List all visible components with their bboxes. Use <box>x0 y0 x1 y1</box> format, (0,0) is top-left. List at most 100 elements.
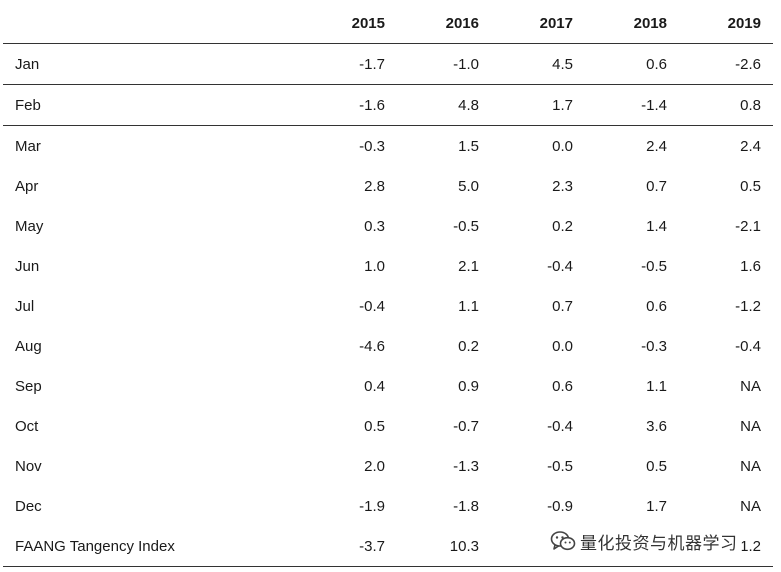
year-header-2015: 2015 <box>303 3 397 44</box>
value-cell-2015: -1.9 <box>359 497 385 515</box>
value-cell-2015: -1.6 <box>303 84 397 126</box>
row-label: May <box>15 217 44 235</box>
table-row: Aug -4.6 0.2 0.0 -0.3 -0.4 <box>3 326 773 366</box>
value-cell-2016: 0.2 <box>458 337 479 355</box>
row-label: Dec <box>15 497 42 515</box>
value-cell-2019: -2.1 <box>735 217 761 235</box>
year-header-2018: 2018 <box>585 3 679 44</box>
row-label: Oct <box>15 417 39 435</box>
value-cell-2017: -0.9 <box>547 497 573 515</box>
value-cell-2019: NA <box>740 497 761 515</box>
value-cell-2017: 0.2 <box>552 217 573 235</box>
row-label: Jul <box>15 297 35 315</box>
table-row: Sep 0.4 0.9 0.6 1.1 NA <box>3 366 773 406</box>
row-label: FAANG Tangency Index <box>3 526 303 567</box>
value-cell-2015: -1.7 <box>303 43 397 85</box>
returns-table-container: 2015 2016 2017 2018 2019 Jan -1.7 -1.0 4.5 0… <box>3 3 773 567</box>
value-cell-2016: 10.3 <box>397 526 491 567</box>
value-cell-2019: 0.8 <box>679 84 773 126</box>
value-cell-2016: -0.7 <box>453 417 479 435</box>
monthly-returns-table: 2015 2016 2017 2018 2019 Jan -1.7 -1.0 4.5 0… <box>3 3 773 567</box>
value-cell-2018: 0.7 <box>646 177 667 195</box>
row-label: Jan <box>3 43 303 85</box>
value-cell-2015: 2.0 <box>364 457 385 475</box>
value-cell-2019: 0.5 <box>740 177 761 195</box>
value-cell-2016: -1.0 <box>397 43 491 85</box>
row-label: Jun <box>15 257 40 275</box>
value-cell-2015: 0.3 <box>364 217 385 235</box>
value-cell-2016: 2.1 <box>458 257 479 275</box>
value-cell-2018: -1.4 <box>585 84 679 126</box>
table-row: Mar -0.3 1.5 0.0 2.4 2.4 <box>3 125 773 166</box>
value-cell-2016: 4.8 <box>397 84 491 126</box>
table-row: Oct 0.5 -0.7 -0.4 3.6 NA <box>3 406 773 446</box>
table-row: Feb -1.6 4.8 1.7 -1.4 0.8 <box>3 84 773 126</box>
value-cell-2017: 0.0 <box>552 337 573 355</box>
table-row: Jun 1.0 2.1 -0.4 -0.5 1.6 <box>3 246 773 286</box>
value-cell-2016: -0.5 <box>453 217 479 235</box>
table-row: Apr 2.8 5.0 2.3 0.7 0.5 <box>3 166 773 206</box>
table-row: Dec -1.9 -1.8 -0.9 1.7 NA <box>3 486 773 526</box>
value-cell-2019: -1.2 <box>735 297 761 315</box>
table-row: Jan -1.7 -1.0 4.5 0.6 -2.6 <box>3 43 773 85</box>
watermark-text: 量化投资与机器学习 <box>580 533 738 554</box>
table-row: Nov 2.0 -1.3 -0.5 0.5 NA <box>3 446 773 486</box>
wechat-logo-icon <box>550 531 576 551</box>
value-cell-2017: 1.7 <box>491 84 585 126</box>
value-cell-2017: 0.6 <box>552 377 573 395</box>
wechat-watermark: 量化投资与机器学习 <box>546 526 742 556</box>
value-cell-2018: 1.7 <box>646 497 667 515</box>
value-cell-2018: 0.6 <box>646 297 667 315</box>
value-cell-2015: 0.5 <box>364 417 385 435</box>
table-row: May 0.3 -0.5 0.2 1.4 -2.1 <box>3 206 773 246</box>
table-body: Jan -1.7 -1.0 4.5 0.6 -2.6 Feb -1.6 4.8 1.7 -1.4 0.… <box>3 43 773 567</box>
value-cell-2015: -0.3 <box>303 125 397 166</box>
value-cell-2015: -0.4 <box>359 297 385 315</box>
row-label: Nov <box>15 457 42 475</box>
row-label: Aug <box>15 337 42 355</box>
value-cell-2018: 1.1 <box>646 377 667 395</box>
value-cell-2018: 2.4 <box>585 125 679 166</box>
value-cell-2016: 0.9 <box>458 377 479 395</box>
value-cell-2019: -0.4 <box>735 337 761 355</box>
value-cell-2016: -1.3 <box>453 457 479 475</box>
value-cell-2017: -0.5 <box>547 457 573 475</box>
year-header-2017: 2017 <box>491 3 585 44</box>
value-cell-2018: 3.6 <box>646 417 667 435</box>
value-cell-2019: NA <box>740 377 761 395</box>
value-cell-2018: 1.4 <box>646 217 667 235</box>
value-cell-2015: 2.8 <box>364 177 385 195</box>
row-label: Mar <box>3 125 303 166</box>
year-header-2016: 2016 <box>397 3 491 44</box>
value-cell-2017: 4.5 <box>491 43 585 85</box>
value-cell-2016: 1.5 <box>397 125 491 166</box>
value-cell-2015: 0.4 <box>364 377 385 395</box>
value-cell-2016: 5.0 <box>458 177 479 195</box>
value-cell-2015: -4.6 <box>359 337 385 355</box>
year-header-2019: 2019 <box>679 3 773 44</box>
table-header-row: 2015 2016 2017 2018 2019 <box>3 3 773 44</box>
corner-header <box>3 3 303 44</box>
value-cell-2018: -0.5 <box>641 257 667 275</box>
value-cell-2015: 1.0 <box>364 257 385 275</box>
value-cell-2017: 0.0 <box>491 125 585 166</box>
value-cell-2016: -1.8 <box>453 497 479 515</box>
value-cell-2018: -0.3 <box>641 337 667 355</box>
value-cell-2019: 1.6 <box>740 257 761 275</box>
value-cell-2017: -0.4 <box>547 257 573 275</box>
value-cell-2019: -2.6 <box>679 43 773 85</box>
value-cell-2019: NA <box>740 457 761 475</box>
row-label: Apr <box>15 177 39 195</box>
row-label: Sep <box>15 377 42 395</box>
value-cell-2016: 1.1 <box>458 297 479 315</box>
value-cell-2017: -0.4 <box>547 417 573 435</box>
value-cell-2019: NA <box>740 417 761 435</box>
table-row: Jul -0.4 1.1 0.7 0.6 -1.2 <box>3 286 773 326</box>
value-cell-2018: 0.5 <box>646 457 667 475</box>
value-cell-2017: 0.7 <box>552 297 573 315</box>
value-cell-2018: 0.6 <box>585 43 679 85</box>
value-cell-2019: 2.4 <box>679 125 773 166</box>
value-cell-2015: -3.7 <box>303 526 397 567</box>
value-cell-2017: 2.3 <box>552 177 573 195</box>
row-label: Feb <box>3 84 303 126</box>
